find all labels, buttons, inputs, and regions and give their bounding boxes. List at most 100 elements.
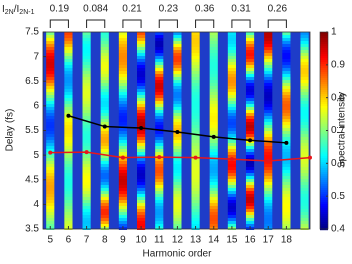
spectral-stripe [282, 41, 291, 44]
spectral-stripe [118, 146, 128, 149]
colorbar-swatch [320, 54, 328, 57]
x-tick-label: 16 [244, 235, 256, 246]
spectral-stripe [282, 224, 291, 227]
spectral-stripe [227, 179, 236, 182]
spectral-stripe [64, 173, 73, 176]
spectral-stripe [209, 215, 218, 218]
spectral-stripe [155, 209, 164, 212]
spectral-stripe [245, 143, 255, 146]
spectral-stripe [227, 80, 236, 83]
spectral-stripe [136, 119, 146, 122]
colorbar-swatch [320, 86, 328, 89]
spectral-stripe [227, 155, 236, 158]
spectral-stripe [46, 194, 55, 197]
spectral-stripe [264, 41, 273, 44]
spectral-stripe [191, 71, 200, 74]
colorbar-swatch [320, 100, 328, 103]
spectral-stripe [173, 35, 182, 38]
spectral-stripe [300, 140, 309, 143]
y-tick-label: 3.5 [25, 224, 39, 235]
spectral-stripe [82, 113, 91, 116]
colorbar-swatch [320, 84, 328, 87]
spectral-stripe [245, 128, 255, 131]
spectral-stripe [191, 107, 200, 110]
spectral-stripe [155, 119, 164, 122]
spectral-stripe [64, 167, 73, 170]
spectral-stripe [46, 62, 55, 65]
spectral-stripe [82, 155, 91, 158]
spectral-stripe [209, 155, 218, 158]
spectral-stripe [264, 116, 273, 119]
ratio-value: 0.31 [231, 4, 251, 15]
spectral-stripe [173, 62, 182, 65]
series-point [284, 140, 289, 145]
spectral-stripe [136, 215, 146, 218]
spectral-stripe [245, 191, 255, 194]
spectral-stripe [282, 80, 291, 83]
spectral-stripe [118, 161, 128, 164]
spectral-stripe [46, 170, 55, 173]
spectral-stripe [136, 101, 146, 104]
spectral-stripe [227, 125, 236, 128]
spectral-stripe [227, 41, 236, 44]
spectral-stripe [82, 50, 91, 53]
spectral-stripe [136, 209, 146, 212]
spectral-stripe [282, 167, 291, 170]
spectral-stripe [82, 35, 91, 38]
spectral-stripe [100, 203, 109, 206]
spectral-stripe [191, 191, 200, 194]
spectral-stripe [173, 215, 182, 218]
spectral-stripe [100, 158, 109, 161]
spectral-stripe [173, 176, 182, 179]
spectral-stripe [227, 92, 236, 95]
spectral-stripe [173, 80, 182, 83]
spectral-stripe [227, 128, 236, 131]
colorbar-swatch [320, 114, 328, 117]
spectral-stripe [300, 89, 309, 92]
spectral-stripe [136, 98, 146, 101]
spectral-stripe [282, 164, 291, 167]
spectral-stripe [245, 80, 255, 83]
spectral-stripe [82, 146, 91, 149]
spectral-stripe [209, 191, 218, 194]
spectral-stripe [64, 149, 73, 152]
spectral-stripe [264, 128, 273, 131]
spectral-stripe [245, 113, 255, 116]
spectral-stripe [136, 104, 146, 107]
spectral-stripe [155, 104, 164, 107]
spectral-stripe [282, 95, 291, 98]
spectral-stripe [155, 83, 164, 86]
spectral-stripe [191, 125, 200, 128]
spectral-stripe [155, 191, 164, 194]
spectral-stripe [245, 149, 255, 152]
spectral-stripe [173, 134, 182, 137]
spectral-stripe [64, 86, 73, 89]
ratio-label: I2N/I2N-1 [2, 4, 35, 16]
spectral-stripe [245, 221, 255, 224]
series-line [50, 151, 311, 162]
spectral-stripe [227, 203, 236, 206]
spectral-stripe [209, 149, 218, 152]
spectral-stripe [64, 218, 73, 221]
spectral-stripe [227, 110, 236, 113]
spectral-stripe [245, 92, 255, 95]
spectral-stripe [191, 47, 200, 50]
spectral-stripe [64, 182, 73, 185]
spectral-stripe [118, 41, 128, 44]
x-tick-label: 5 [47, 235, 53, 246]
spectral-stripe [136, 68, 146, 71]
colorbar-swatch [320, 66, 328, 69]
spectral-stripe [173, 122, 182, 125]
spectral-stripe [282, 59, 291, 62]
spectral-stripe [136, 47, 146, 50]
x-tick-label: 8 [102, 235, 108, 246]
colorbar-swatch [320, 52, 328, 55]
colorbar-swatch [320, 74, 328, 77]
spectral-stripe [136, 149, 146, 152]
spectral-stripe [264, 47, 273, 50]
spectral-stripe [264, 188, 273, 191]
spectral-stripe [64, 224, 73, 227]
spectral-stripe [264, 104, 273, 107]
x-tick-label: 6 [66, 235, 72, 246]
